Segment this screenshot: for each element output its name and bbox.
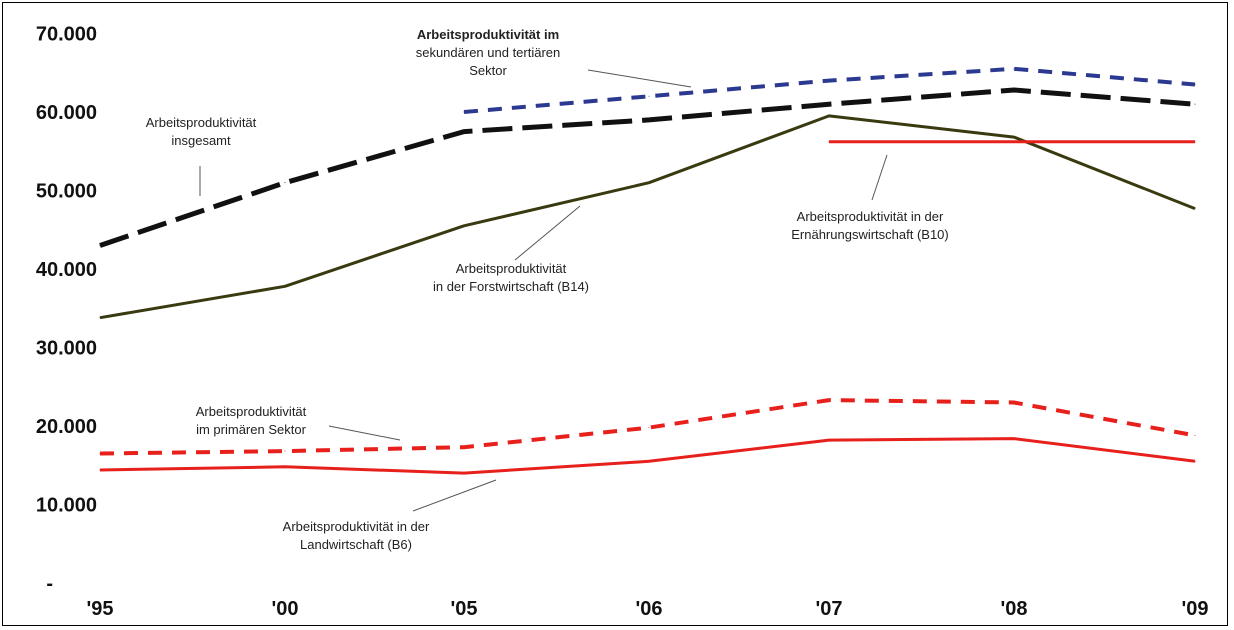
- data-point-primaer: [648, 427, 650, 429]
- data-point-land: [828, 439, 830, 441]
- y-tick-label: 30.000: [36, 338, 97, 360]
- data-point-land: [1194, 460, 1196, 462]
- data-point-sec_tert: [1194, 84, 1196, 86]
- annotation-leader-sec_tert: [587, 69, 692, 88]
- x-tick-label: '08: [1000, 598, 1027, 620]
- annotation-primaer: Arbeitsproduktivität: [196, 404, 307, 419]
- y-tick-label: 10.000: [36, 495, 97, 517]
- data-point-forst: [1013, 136, 1015, 138]
- data-point-primaer: [1194, 434, 1196, 436]
- data-point-land: [1013, 438, 1015, 440]
- data-point-forst: [1194, 208, 1196, 210]
- data-point-ernaehrung: [828, 141, 830, 143]
- y-tick-label: 70.000: [36, 24, 97, 46]
- data-point-gesamt: [463, 131, 465, 133]
- annotation-land: Landwirtschaft (B6): [300, 537, 412, 552]
- data-point-gesamt: [99, 244, 101, 246]
- annotation-gesamt: insgesamt: [171, 133, 231, 148]
- y-tick-label: 60.000: [36, 102, 97, 124]
- x-tick-label: '95: [86, 598, 113, 620]
- data-point-ernaehrung: [1013, 141, 1015, 143]
- annotation-leader-ernaehrung: [871, 154, 888, 201]
- annotation-sec_tert: Arbeitsproduktivität im: [417, 27, 559, 42]
- annotation-leader-land: [412, 479, 497, 512]
- data-point-primaer: [1013, 401, 1015, 403]
- x-axis-ticks: '95 '00 '05 '06 '07 '08 '09: [86, 598, 1208, 620]
- annotation-ernaehrung: Ernährungswirtschaft (B10): [791, 227, 949, 242]
- line-chart: - 10.000 20.000 30.000 40.000 50.000 60.000 70.…: [36, 24, 1209, 621]
- annotation-gesamt: Arbeitsproduktivität: [146, 115, 257, 130]
- x-tick-label: '06: [635, 598, 662, 620]
- annotation-leader-primaer: [328, 425, 401, 441]
- data-point-primaer: [284, 450, 286, 452]
- data-point-sec_tert: [648, 95, 650, 97]
- annotation-forst: Arbeitsproduktivität: [456, 261, 567, 276]
- data-point-gesamt: [828, 103, 830, 105]
- series-line-forst: [99, 114, 1196, 320]
- data-point-gesamt: [1194, 103, 1196, 105]
- data-point-sec_tert: [463, 111, 465, 113]
- data-point-forst: [648, 182, 650, 184]
- x-tick-label: '00: [271, 598, 298, 620]
- data-point-land: [463, 472, 465, 474]
- y-tick-label: -: [46, 573, 53, 595]
- annotation-sec_tert: sekundären und tertiären: [416, 45, 561, 60]
- annotation-forst: in der Forstwirtschaft (B14): [433, 279, 589, 294]
- annotation-primaer: im primären Sektor: [196, 422, 306, 437]
- data-point-gesamt: [284, 182, 286, 184]
- x-tick-label: '07: [815, 598, 842, 620]
- data-point-primaer: [828, 399, 830, 401]
- data-point-gesamt: [1013, 89, 1015, 91]
- series-line-gesamt: [99, 87, 1196, 248]
- y-tick-label: 40.000: [36, 259, 97, 281]
- data-point-land: [99, 469, 101, 471]
- data-point-forst: [463, 225, 465, 227]
- data-point-land: [648, 460, 650, 462]
- data-point-gesamt: [648, 119, 650, 121]
- annotation-sec_tert: Sektor: [469, 63, 507, 78]
- data-point-forst: [99, 317, 101, 319]
- series-layer: [99, 66, 1196, 475]
- y-tick-label: 20.000: [36, 416, 97, 438]
- data-point-primaer: [99, 452, 101, 454]
- x-tick-label: '05: [450, 598, 477, 620]
- series-line-land: [99, 437, 1196, 475]
- y-tick-label: 50.000: [36, 181, 97, 203]
- annotation-layer: Arbeitsproduktivität im sekundären und te…: [146, 27, 949, 552]
- data-point-forst: [284, 285, 286, 287]
- data-point-sec_tert: [828, 80, 830, 82]
- annotation-leader-forst: [514, 205, 581, 261]
- annotation-land: Arbeitsproduktivität in der: [283, 519, 430, 534]
- annotation-ernaehrung: Arbeitsproduktivität in der: [797, 209, 944, 224]
- data-point-land: [284, 466, 286, 468]
- data-point-primaer: [463, 446, 465, 448]
- data-point-ernaehrung: [1194, 141, 1196, 143]
- data-point-forst: [828, 115, 830, 117]
- x-tick-label: '09: [1181, 598, 1208, 620]
- data-point-sec_tert: [1013, 68, 1015, 70]
- y-axis-ticks: - 10.000 20.000 30.000 40.000 50.000 60.000 70.…: [36, 24, 97, 596]
